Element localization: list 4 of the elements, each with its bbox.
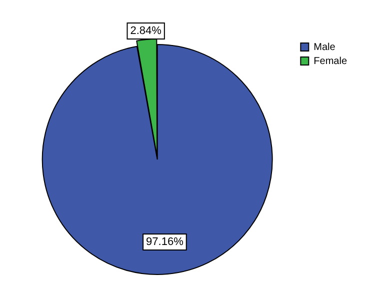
data-label: 2.84% — [130, 25, 162, 38]
legend-label: Male — [314, 42, 336, 53]
data-label: 97.16% — [146, 236, 184, 248]
legend-label: Female — [314, 56, 348, 67]
